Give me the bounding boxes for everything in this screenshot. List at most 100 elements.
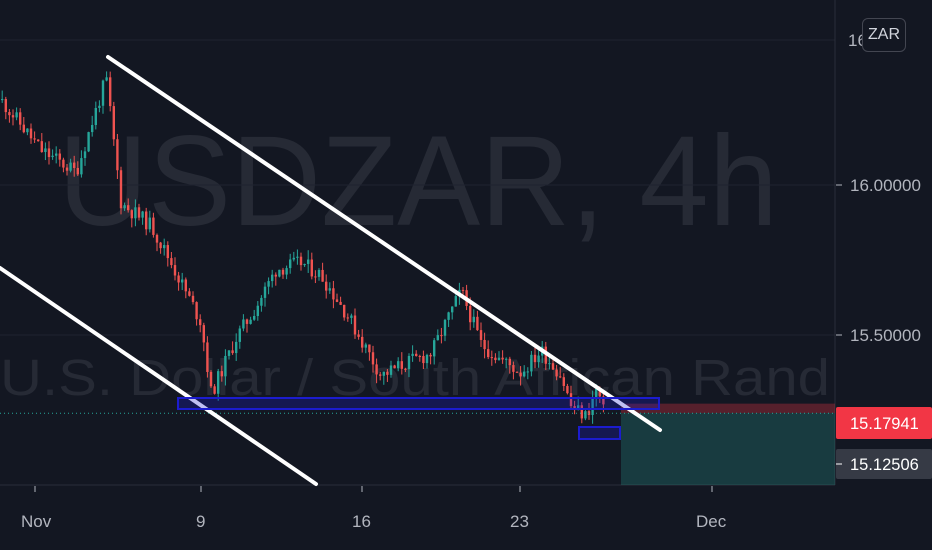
- candle-body-49: [177, 275, 180, 283]
- x-tick-dec: Dec: [696, 512, 727, 531]
- candle-body-41: [148, 217, 151, 230]
- candle-body-26: [94, 107, 97, 126]
- candle-body-88: [317, 269, 321, 277]
- candle-body-94: [339, 301, 342, 305]
- lower-trendline[interactable]: [0, 266, 318, 486]
- support-zone-small[interactable]: [578, 426, 621, 440]
- candle-body-54: [195, 302, 198, 320]
- currency-button[interactable]: ZAR: [862, 18, 906, 52]
- candle-body-120: [433, 340, 436, 357]
- candle-body-14: [51, 155, 54, 158]
- candle-body-145: [523, 371, 526, 377]
- candle-body-43: [155, 234, 159, 243]
- candle-body-60: [217, 371, 220, 394]
- candle-body-108: [389, 365, 393, 375]
- candle-body-89: [321, 269, 324, 282]
- candle-body-130: [469, 305, 472, 323]
- position-stop-area[interactable]: [621, 403, 835, 414]
- candle-body-65: [235, 341, 238, 354]
- candle-body-27: [98, 105, 101, 108]
- support-zones[interactable]: [177, 397, 660, 440]
- candle-body-40: [145, 211, 148, 230]
- candle-body-105: [379, 374, 382, 376]
- marker-price: 15.12506: [850, 456, 919, 474]
- candle-body-91: [328, 288, 331, 291]
- candle-body-6: [22, 124, 25, 133]
- candle-body-11: [40, 141, 43, 153]
- candle-body-158: [569, 393, 573, 407]
- candle-body-159: [573, 406, 576, 410]
- candle-body-142: [512, 365, 515, 372]
- candle-body-154: [555, 369, 558, 377]
- candle-body-115: [415, 353, 418, 356]
- candle-body-78: [281, 269, 285, 275]
- support-zone-wide[interactable]: [177, 397, 660, 410]
- grid: [0, 0, 836, 486]
- candle-body-20: [73, 162, 76, 168]
- candle-body-51: [184, 279, 187, 292]
- candle-body-30: [109, 77, 112, 107]
- candle-body-37: [134, 207, 137, 219]
- candle-body-164: [591, 398, 594, 415]
- candle-body-97: [350, 315, 353, 318]
- price-label-marker: 15.12506: [836, 449, 932, 479]
- candle-body-102: [368, 344, 371, 353]
- candle-body-126: [454, 296, 457, 307]
- candle-body-107: [386, 371, 389, 375]
- candle-body-5: [19, 112, 22, 125]
- upper-trendline[interactable]: [106, 55, 662, 432]
- candle-body-77: [278, 269, 281, 277]
- candle-body-8: [29, 128, 33, 139]
- candle-body-167: [602, 396, 605, 405]
- candle-body-138: [497, 357, 501, 361]
- candle-body-52: [188, 291, 191, 296]
- candle-body-24: [87, 132, 90, 152]
- position-tool[interactable]: [0, 403, 835, 485]
- candle-body-92: [332, 288, 335, 300]
- candle-body-156: [562, 377, 565, 386]
- position-target-area[interactable]: [621, 413, 835, 485]
- candle-body-85: [307, 259, 310, 264]
- candle-body-113: [407, 355, 411, 370]
- candle-body-137: [494, 357, 497, 361]
- x-tick-9: 9: [196, 512, 205, 531]
- candle-body-143: [515, 371, 519, 373]
- candle-body-117: [422, 356, 425, 364]
- candle-body-35: [127, 205, 130, 211]
- candle-body-162: [584, 411, 587, 419]
- candle-body-79: [285, 268, 288, 275]
- candle-body-103: [371, 352, 375, 365]
- candle-body-46: [166, 245, 169, 259]
- candle-body-55: [199, 319, 202, 326]
- candle-body-45: [163, 245, 166, 249]
- candle-body-38: [137, 207, 141, 218]
- candle-body-87: [314, 276, 317, 278]
- candle-body-50: [181, 279, 184, 283]
- candle-body-144: [519, 372, 522, 377]
- candle-body-135: [487, 349, 490, 358]
- candle-body-101: [364, 344, 367, 348]
- candle-body-112: [404, 368, 407, 370]
- candle-body-99: [357, 334, 360, 337]
- candle-body-96: [346, 317, 349, 319]
- candle-body-123: [443, 319, 447, 336]
- candle-body-3: [11, 115, 15, 118]
- candle-body-98: [353, 315, 357, 335]
- candle-body-16: [58, 153, 61, 160]
- candle-body-148: [533, 354, 537, 363]
- candle-body-149: [537, 355, 540, 363]
- candle-body-39: [141, 211, 144, 218]
- candle-body-70: [253, 315, 256, 320]
- candle-body-67: [242, 319, 245, 329]
- trend-channel[interactable]: [0, 55, 662, 486]
- candle-body-147: [530, 354, 533, 372]
- candle-body-57: [206, 342, 209, 372]
- candle-body-131: [472, 316, 475, 323]
- current-price: 15.17941: [850, 415, 919, 433]
- candle-body-104: [375, 364, 378, 375]
- candle-body-53: [191, 295, 195, 303]
- candle-body-95: [343, 304, 346, 318]
- candle-body-23: [83, 151, 87, 159]
